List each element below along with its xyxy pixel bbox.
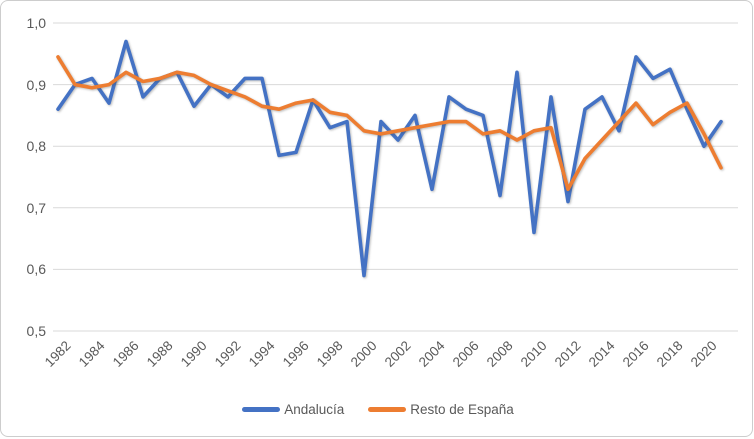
legend-item-resto-de-espana: Resto de España: [368, 402, 514, 417]
y-tick-label: 1,0: [26, 15, 46, 31]
series-line-resto-de-espana: [56, 55, 723, 192]
legend-label-resto-de-espana: Resto de España: [410, 402, 514, 417]
series-line-andalucia: [56, 39, 723, 278]
chart-legend: Andalucía Resto de España: [1, 402, 754, 417]
y-tick-label: 0,7: [26, 199, 46, 216]
legend-line-swatch-resto-de-espana: [368, 407, 407, 412]
legend-label-andalucia: Andalucía: [284, 402, 345, 417]
legend-item-andalucia: Andalucía: [242, 402, 344, 417]
y-tick-label: 0,9: [26, 76, 46, 93]
y-tick-label: 0,5: [26, 323, 46, 339]
legend-line-swatch-andalucia: [242, 407, 281, 412]
y-tick-label: 0,8: [26, 138, 46, 155]
y-tick-label: 0,6: [26, 261, 46, 278]
